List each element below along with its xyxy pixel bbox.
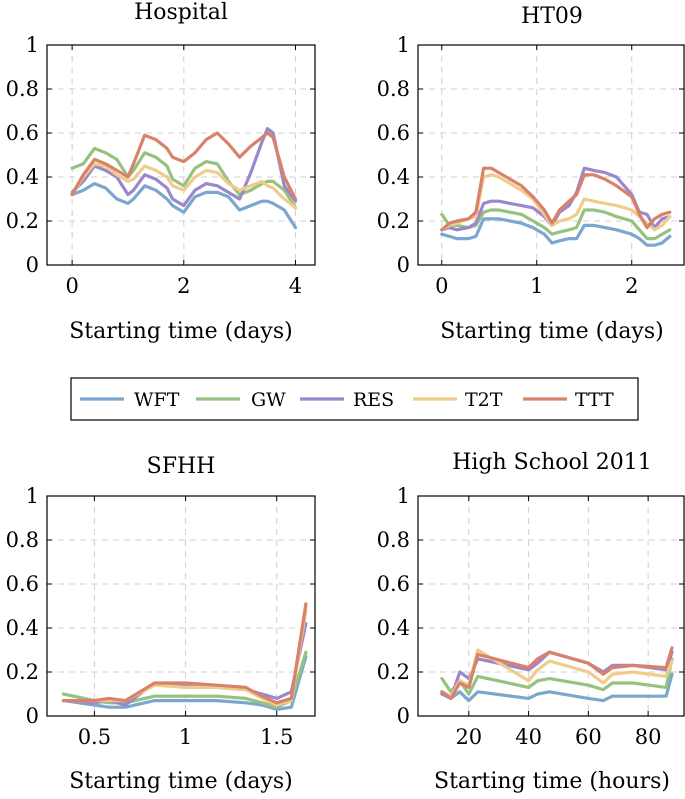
sfhh-series-ttt xyxy=(61,602,308,705)
hospital-series-t2t xyxy=(70,162,298,210)
legend-label-gw: GW xyxy=(251,389,286,411)
high-school-2011-ytick-label-5: 1 xyxy=(397,484,410,508)
sfhh-ytick-label-0: 0 xyxy=(26,704,39,728)
legend-label-wft: WFT xyxy=(134,389,180,411)
hospital-ytick-label-4: 0.8 xyxy=(6,77,39,101)
sfhh-title: SFHH xyxy=(147,454,216,479)
high-school-2011-frame xyxy=(417,495,685,717)
ht09-ytick-label-0: 0 xyxy=(397,253,410,277)
high-school-2011-series-t2t xyxy=(440,648,674,698)
high-school-2011-xtick-label-0: 20 xyxy=(455,725,482,749)
ht09-series-ttt xyxy=(440,166,672,232)
legend-label-res: RES xyxy=(353,389,394,411)
legend-entry-gw: GW xyxy=(196,389,286,411)
sfhh-ytick-label-1: 0.2 xyxy=(6,660,39,684)
chart-panels: 0 0.2 0.4 0.6 0.8 1 0 2 4 Hospital Starting time (… xyxy=(6,0,685,794)
hospital-xtick-label-2: 4 xyxy=(289,274,302,298)
high-school-2011-ytick-label-2: 0.4 xyxy=(377,616,410,640)
hospital-ytick-label-3: 0.6 xyxy=(6,121,39,145)
legend-entry-ttt: TTT xyxy=(523,389,614,411)
hospital-frame xyxy=(46,44,316,266)
ht09-xtick-label-2: 2 xyxy=(625,274,638,298)
ht09-xtick-label-0: 0 xyxy=(435,274,448,298)
sfhh-frame xyxy=(46,495,316,717)
ht09-ytick-label-5: 1 xyxy=(397,33,410,57)
legend: WFT GW RES T2T TTT xyxy=(70,377,639,421)
sfhh-series-t2t xyxy=(61,608,308,707)
hospital-series-ttt xyxy=(70,131,298,201)
sfhh-ytick-label-3: 0.6 xyxy=(6,572,39,596)
high-school-2011-xtick-label-1: 40 xyxy=(515,725,542,749)
hospital-xtick-label-1: 2 xyxy=(177,274,190,298)
sfhh-xtick-label-0: 0.5 xyxy=(78,725,111,749)
sfhh-series-wft xyxy=(61,654,308,712)
high-school-2011-title: High School 2011 xyxy=(452,450,652,475)
hospital-ytick-label-0: 0 xyxy=(26,253,39,277)
sfhh-ytick-label-2: 0.4 xyxy=(6,616,39,640)
legend-entry-wft: WFT xyxy=(80,389,180,411)
hospital-ytick-label-1: 0.2 xyxy=(6,209,39,233)
high-school-2011-series-ttt xyxy=(440,646,674,701)
panel-hospital: 0 0.2 0.4 0.6 0.8 1 0 2 4 Hospital Starting time (… xyxy=(6,0,316,344)
legend-entry-t2t: T2T xyxy=(413,389,503,411)
panel-ht09: 0 0.2 0.4 0.6 0.8 1 0 1 2 HT09 Starting time (days… xyxy=(377,4,685,344)
high-school-2011-xtick-label-2: 60 xyxy=(575,725,602,749)
legend-entry-res: RES xyxy=(300,389,394,411)
ht09-ytick-label-2: 0.4 xyxy=(377,165,410,189)
ht09-ytick-label-4: 0.8 xyxy=(377,77,410,101)
ht09-ytick-label-1: 0.2 xyxy=(377,209,410,233)
high-school-2011-xlabel: Starting time (hours) xyxy=(434,769,670,794)
sfhh-ytick-label-4: 0.8 xyxy=(6,528,39,552)
panel-high-school-2011: 0 0.2 0.4 0.6 0.8 1 20 40 60 80 High School 2011 St… xyxy=(377,450,685,794)
high-school-2011-xtick-label-3: 80 xyxy=(635,725,662,749)
sfhh-xtick-label-1: 1 xyxy=(179,725,192,749)
hospital-ytick-label-2: 0.4 xyxy=(6,165,39,189)
hospital-ytick-label-5: 1 xyxy=(26,33,39,57)
high-school-2011-series-wft xyxy=(440,672,674,703)
ht09-frame xyxy=(417,44,685,266)
sfhh-xlabel: Starting time (days) xyxy=(69,769,293,794)
hospital-xlabel: Starting time (days) xyxy=(69,319,293,344)
ht09-xlabel: Starting time (days) xyxy=(440,319,664,344)
ht09-ytick-label-3: 0.6 xyxy=(377,121,410,145)
ht09-title: HT09 xyxy=(521,4,583,29)
legend-label-t2t: T2T xyxy=(465,389,503,411)
legend-label-ttt: TTT xyxy=(575,389,614,411)
high-school-2011-ytick-label-4: 0.8 xyxy=(377,528,410,552)
hospital-series-wft xyxy=(70,182,298,230)
high-school-2011-ytick-label-0: 0 xyxy=(397,704,410,728)
high-school-2011-ytick-label-3: 0.6 xyxy=(377,572,410,596)
sfhh-ytick-label-5: 1 xyxy=(26,484,39,508)
hospital-xtick-label-0: 0 xyxy=(65,274,78,298)
ht09-series-wft xyxy=(440,217,672,247)
sfhh-xtick-label-2: 1.5 xyxy=(260,725,293,749)
ht09-xtick-label-1: 1 xyxy=(530,274,543,298)
high-school-2011-ytick-label-1: 0.2 xyxy=(377,660,410,684)
panel-sfhh: 0 0.2 0.4 0.6 0.8 1 0.5 1 1.5 SFHH Starting time (… xyxy=(6,454,316,794)
hospital-title: Hospital xyxy=(134,0,228,25)
sfhh-series-res xyxy=(61,621,308,707)
